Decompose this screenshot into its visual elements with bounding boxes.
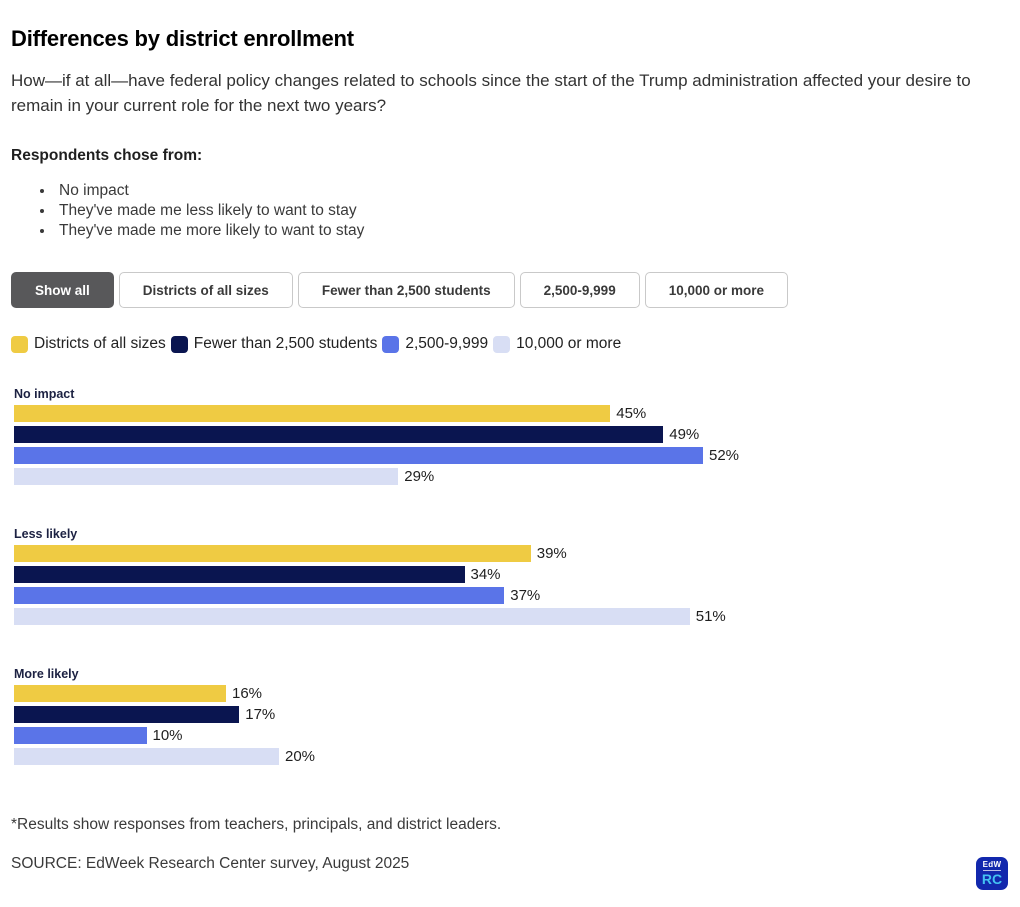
bar-less-likely-fewer-than-2-500-students [14, 566, 465, 583]
legend-item-2-500-9-999: 2,500-9,999 [382, 335, 488, 353]
bar-no-impact-10-000-or-more [14, 468, 399, 485]
legend-swatch-icon [493, 335, 511, 353]
bar-row-districts-of-all-sizes: 16% [14, 685, 1008, 702]
logo-edw-text: EdW [982, 860, 1002, 871]
bar-row-10-000-or-more: 29% [14, 468, 1008, 485]
filter-button-10-000-or-more[interactable]: 10,000 or more [644, 272, 789, 308]
bar-no-impact-districts-of-all-sizes [14, 405, 611, 422]
legend-swatch-icon [11, 335, 28, 353]
bar-row-10-000-or-more: 51% [14, 608, 1008, 625]
bar-group-more-likely: More likely 16% 17% 10% 20% [14, 667, 1008, 765]
bar-group-no-impact: No impact 45% 49% 52% 29% [14, 387, 1008, 485]
source-line: SOURCE: EdWeek Research Center survey, A… [11, 855, 410, 872]
filter-button-2-500-9-999[interactable]: 2,500-9,999 [519, 272, 640, 308]
bar-no-impact-2-500-9-999 [14, 447, 703, 464]
choices-list: No impactThey've made me less likely to … [11, 181, 1008, 241]
legend-label: 2,500-9,999 [405, 335, 489, 352]
bar-value-label: 10% [152, 727, 183, 744]
bar-row-fewer-than-2-500-students: 49% [14, 426, 1008, 443]
bar-value-label: 34% [470, 566, 501, 583]
bar-value-label: 20% [285, 748, 316, 765]
bar-less-likely-2-500-9-999 [14, 587, 505, 604]
filter-button-row: Show all Districts of all sizes Fewer than… [11, 272, 1008, 308]
legend-item-10-000-or-more: 10,000 or more [493, 335, 621, 353]
survey-question: How—if at all—have federal policy change… [11, 71, 971, 115]
bar-row-2-500-9-999: 10% [14, 727, 1008, 744]
edweek-rc-logo: EdW RC [976, 857, 1008, 890]
legend-label: 10,000 or more [516, 335, 622, 352]
bar-more-likely-districts-of-all-sizes [14, 685, 226, 702]
choice-item: No impact [55, 181, 1008, 201]
bar-value-label: 39% [536, 545, 567, 562]
chart-legend: Districts of all sizes Fewer than 2,500 s… [11, 335, 1008, 353]
page-title: Differences by district enrollment [11, 26, 354, 51]
bar-more-likely-fewer-than-2-500-students [14, 706, 240, 723]
footnote: *Results show responses from teachers, p… [11, 816, 502, 833]
bar-chart: No impact 45% 49% 52% 29% Less likely 39% 34% 37… [14, 387, 1008, 765]
bar-row-2-500-9-999: 52% [14, 447, 1008, 464]
bar-row-fewer-than-2-500-students: 34% [14, 566, 1008, 583]
respondents-heading: Respondents chose from: [11, 147, 203, 164]
legend-swatch-icon [382, 335, 400, 353]
bar-row-2-500-9-999: 37% [14, 587, 1008, 604]
bar-more-likely-2-500-9-999 [14, 727, 147, 744]
bar-value-label: 29% [404, 468, 435, 485]
report-page: Differences by district enrollment How—i… [0, 26, 1020, 873]
legend-item-fewer-than-2-500-students: Fewer than 2,500 students [170, 335, 378, 353]
bar-value-label: 52% [709, 447, 740, 464]
bar-row-fewer-than-2-500-students: 17% [14, 706, 1008, 723]
choice-item: They've made me less likely to want to s… [55, 201, 1008, 221]
bar-value-label: 45% [616, 405, 647, 422]
bar-group-label: More likely [14, 667, 79, 681]
bar-group-label: Less likely [14, 527, 78, 541]
bar-value-label: 37% [510, 587, 541, 604]
bar-value-label: 16% [232, 685, 263, 702]
legend-item-districts-of-all-sizes: Districts of all sizes [11, 335, 166, 353]
bar-group-label: No impact [14, 387, 75, 401]
filter-button-districts-of-all-sizes[interactable]: Districts of all sizes [118, 272, 293, 308]
bar-more-likely-10-000-or-more [14, 748, 279, 765]
bar-row-10-000-or-more: 20% [14, 748, 1008, 765]
logo-rc-text: RC [981, 871, 1003, 887]
bar-less-likely-10-000-or-more [14, 608, 690, 625]
filter-button-fewer-than-2-500-students[interactable]: Fewer than 2,500 students [297, 272, 515, 308]
choice-item: They've made me more likely to want to s… [55, 221, 1008, 241]
bar-row-districts-of-all-sizes: 39% [14, 545, 1008, 562]
bar-value-label: 49% [669, 426, 700, 443]
bar-no-impact-fewer-than-2-500-students [14, 426, 664, 443]
filter-button-show-all[interactable]: Show all [11, 272, 114, 308]
bar-less-likely-districts-of-all-sizes [14, 545, 531, 562]
bar-value-label: 51% [695, 608, 726, 625]
bar-value-label: 17% [245, 706, 276, 723]
legend-swatch-icon [170, 335, 188, 353]
bar-row-districts-of-all-sizes: 45% [14, 405, 1008, 422]
legend-label: Districts of all sizes [34, 335, 166, 352]
bar-group-less-likely: Less likely 39% 34% 37% 51% [14, 527, 1008, 625]
legend-label: Fewer than 2,500 students [193, 335, 378, 352]
